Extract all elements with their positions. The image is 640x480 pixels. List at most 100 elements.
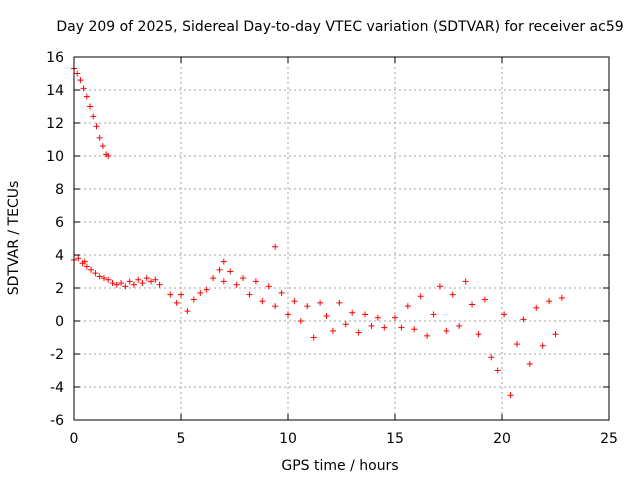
data-point [178, 291, 184, 298]
data-point [152, 276, 159, 283]
data-point [323, 313, 330, 320]
data-point [501, 311, 508, 318]
data-point [533, 304, 540, 311]
data-point [285, 311, 291, 318]
x-tick-label: 20 [493, 431, 511, 447]
data-point [246, 291, 253, 298]
x-tick-label: 25 [600, 431, 618, 447]
data-point [404, 303, 411, 310]
data-point [520, 316, 527, 323]
y-tick-label: 4 [55, 248, 64, 264]
data-point [336, 299, 343, 306]
data-point [272, 243, 279, 250]
y-tick-label: 6 [55, 215, 64, 231]
data-point [96, 134, 103, 141]
data-point [362, 311, 369, 318]
x-tick-label: 10 [279, 431, 297, 447]
data-point [77, 77, 84, 84]
data-point [87, 103, 94, 110]
data-point [83, 93, 90, 100]
axis-ticks: 0 5 10 15 20 25 -6 -4 -2 0 2 4 6 8 10 12 14 16 [46, 50, 618, 447]
data-point [411, 326, 418, 333]
data-point [374, 314, 381, 321]
y-tick-label: -6 [50, 413, 64, 429]
grid-lines [74, 57, 609, 420]
data-point [494, 367, 501, 374]
data-point [99, 143, 106, 150]
data-point [449, 291, 456, 298]
data-point [92, 270, 99, 277]
data-point [227, 268, 234, 275]
data-point [240, 275, 247, 282]
y-tick-label: 14 [46, 83, 64, 99]
data-point [93, 123, 100, 130]
data-point [424, 332, 431, 339]
data-point [265, 283, 272, 290]
data-point [546, 298, 553, 305]
data-point [398, 324, 405, 331]
data-point [310, 334, 317, 341]
plot-frame [73, 56, 610, 421]
data-point [469, 301, 476, 308]
data-point [81, 258, 88, 265]
data-points [71, 65, 565, 399]
data-point [304, 303, 311, 310]
data-point [392, 314, 398, 321]
data-point [417, 293, 424, 300]
data-point [278, 289, 285, 296]
data-point [80, 85, 87, 92]
y-tick-label: 8 [55, 182, 64, 198]
data-point [272, 303, 279, 310]
data-point [481, 296, 488, 303]
data-point [203, 286, 210, 293]
data-point [90, 113, 97, 120]
y-tick-label: -4 [50, 380, 64, 396]
y-tick-label: 16 [46, 50, 64, 66]
data-point [190, 296, 197, 303]
data-point [109, 280, 116, 287]
data-point [105, 276, 112, 283]
data-point [342, 321, 349, 328]
data-point [513, 341, 520, 348]
data-point [173, 299, 180, 306]
data-point [462, 278, 469, 285]
data-point [197, 289, 204, 296]
data-point [113, 281, 120, 288]
data-point [526, 360, 533, 367]
data-point [291, 298, 298, 305]
data-point [488, 354, 495, 361]
data-point [233, 281, 240, 288]
data-point [329, 327, 336, 334]
data-point [83, 263, 90, 270]
data-point [122, 283, 129, 290]
data-point [220, 278, 227, 285]
data-point [443, 327, 450, 334]
x-axis-label: GPS time / hours [281, 458, 398, 474]
data-point [75, 255, 82, 262]
y-tick-label: -2 [50, 347, 64, 363]
data-point [297, 318, 304, 324]
x-tick-label: 15 [386, 431, 404, 447]
data-point [456, 322, 463, 329]
data-point [558, 294, 565, 301]
data-point [88, 266, 95, 273]
data-point [252, 278, 259, 285]
data-point [105, 153, 112, 159]
data-point [539, 342, 546, 349]
data-point [130, 281, 137, 288]
data-point [259, 298, 266, 305]
data-point [100, 275, 107, 282]
data-point [355, 329, 362, 336]
data-point [167, 291, 174, 298]
data-point [552, 331, 559, 338]
data-point [368, 322, 375, 329]
data-point [381, 324, 388, 331]
data-point [139, 280, 146, 287]
x-tick-label: 0 [70, 431, 79, 447]
data-point [156, 281, 163, 288]
data-point [135, 276, 142, 283]
data-point [349, 309, 356, 316]
data-point [143, 275, 150, 282]
data-point [317, 299, 324, 306]
